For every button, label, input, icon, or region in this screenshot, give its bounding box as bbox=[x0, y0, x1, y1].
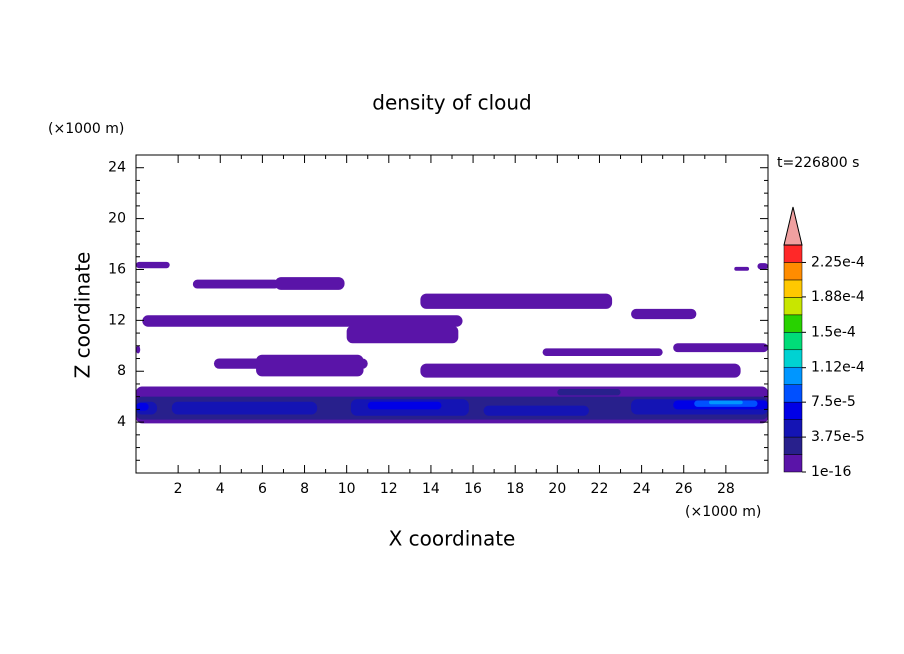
colorbar-box bbox=[783, 419, 803, 438]
contour-region bbox=[136, 261, 170, 269]
y-tick-label: 12 bbox=[108, 312, 126, 328]
chart-title: density of cloud bbox=[372, 91, 531, 115]
contour-region bbox=[171, 401, 318, 415]
y-tick-label: 4 bbox=[117, 414, 126, 430]
contour-region bbox=[346, 325, 459, 344]
colorbar-label: 1.5e-4 bbox=[811, 324, 856, 340]
x-tick-label: 16 bbox=[464, 481, 482, 497]
y-tick-label: 8 bbox=[117, 363, 126, 379]
colorbar-box bbox=[783, 279, 803, 298]
y-unit: (×1000 m) bbox=[48, 121, 124, 137]
contour-region bbox=[256, 354, 364, 377]
x-tick-label: 28 bbox=[717, 481, 735, 497]
colorbar-box bbox=[783, 366, 803, 385]
contour-region bbox=[757, 263, 768, 270]
y-tick-label: 24 bbox=[108, 160, 126, 176]
x-tick-label: 14 bbox=[422, 481, 440, 497]
x-tick-label: 12 bbox=[380, 481, 398, 497]
colorbar-label: 1.12e-4 bbox=[811, 360, 865, 376]
y-tick-label: 20 bbox=[108, 211, 126, 227]
colorbar-box bbox=[783, 332, 803, 351]
contour-region bbox=[367, 401, 442, 410]
contour-region bbox=[483, 405, 589, 416]
contour-region bbox=[631, 308, 697, 320]
colorbar-box bbox=[783, 349, 803, 368]
x-tick-label: 18 bbox=[506, 481, 524, 497]
x-unit: (×1000 m) bbox=[685, 504, 761, 520]
x-tick-label: 24 bbox=[633, 481, 651, 497]
contour-region bbox=[557, 389, 621, 396]
colorbar-box bbox=[783, 314, 803, 333]
y-axis-label: Z coordinate bbox=[71, 252, 95, 379]
contour-region bbox=[136, 345, 141, 354]
x-tick-label: 2 bbox=[174, 481, 183, 497]
contour-region bbox=[192, 279, 280, 289]
colorbar-label: 1.88e-4 bbox=[811, 289, 865, 305]
x-tick-label: 10 bbox=[338, 481, 356, 497]
colorbar-box bbox=[783, 436, 803, 455]
x-tick-label: 8 bbox=[300, 481, 309, 497]
x-tick-label: 20 bbox=[548, 481, 566, 497]
contour-region bbox=[542, 348, 663, 356]
contour-region bbox=[673, 343, 768, 353]
colorbar-overflow bbox=[783, 206, 803, 246]
x-axis-label: X coordinate bbox=[389, 527, 516, 551]
contour-region bbox=[142, 315, 463, 327]
contour-region bbox=[275, 277, 345, 290]
x-tick-label: 26 bbox=[675, 481, 693, 497]
time-label: t=226800 s bbox=[777, 155, 859, 171]
colorbar-box bbox=[783, 401, 803, 420]
contour-region bbox=[420, 293, 613, 309]
colorbar-label: 7.5e-5 bbox=[811, 394, 856, 410]
x-tick-label: 6 bbox=[258, 481, 267, 497]
colorbar-box bbox=[783, 297, 803, 316]
colorbar-box bbox=[783, 262, 803, 281]
colorbar-box bbox=[783, 454, 803, 473]
x-tick-label: 4 bbox=[216, 481, 225, 497]
colorbar-box bbox=[783, 384, 803, 403]
contour-region bbox=[420, 363, 741, 378]
contour-region bbox=[136, 403, 149, 411]
contour-region bbox=[734, 266, 750, 271]
colorbar-label: 1e-16 bbox=[811, 464, 851, 480]
x-tick-label: 22 bbox=[591, 481, 609, 497]
y-tick-label: 16 bbox=[108, 261, 126, 277]
colorbar-box bbox=[783, 244, 803, 263]
colorbar-label: 3.75e-5 bbox=[811, 429, 865, 445]
contour-region bbox=[709, 400, 743, 405]
colorbar-label: 2.25e-4 bbox=[811, 254, 865, 270]
